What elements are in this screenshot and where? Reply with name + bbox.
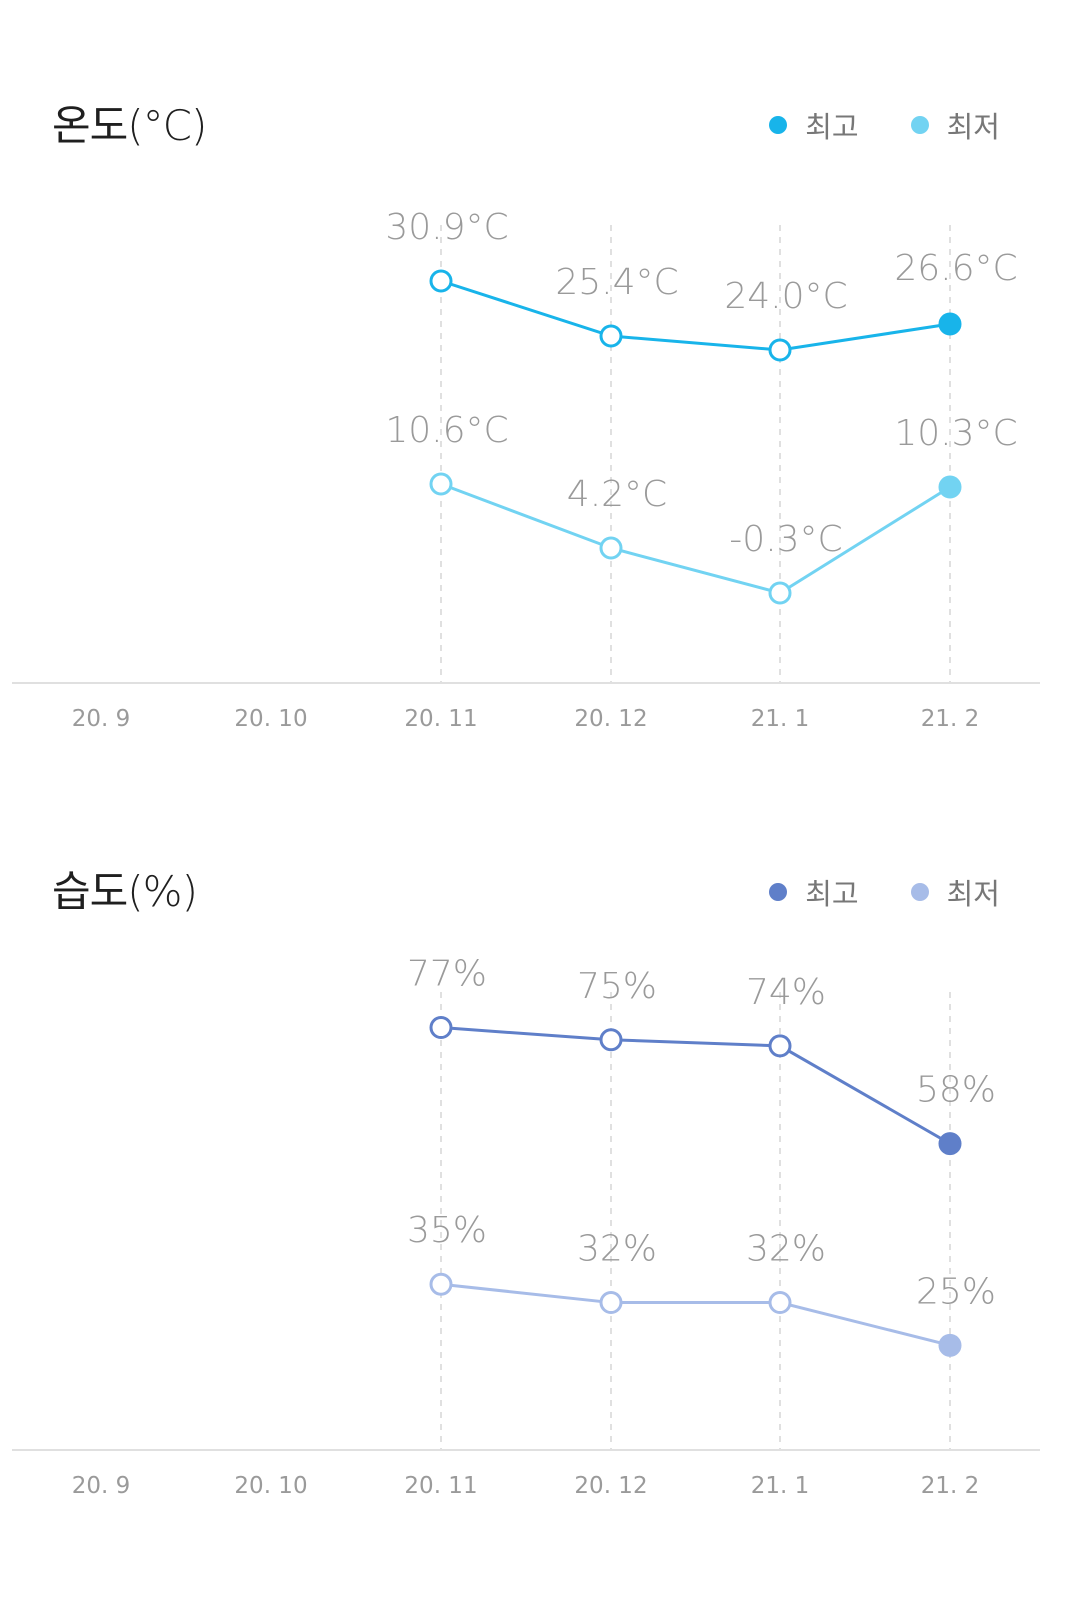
data-label: 30.9°C [385, 207, 508, 248]
data-point [429, 1016, 453, 1040]
legend-dot-icon [769, 116, 788, 134]
data-label: 74% [746, 972, 826, 1013]
x-tick-label: 20. 11 [404, 1473, 477, 1497]
x-tick-label: 20. 10 [234, 1473, 307, 1497]
data-point [429, 1272, 453, 1296]
data-point [938, 475, 962, 499]
data-point [938, 312, 962, 336]
data-point [599, 536, 623, 560]
data-label: 25% [916, 1271, 996, 1312]
data-point [599, 1028, 623, 1052]
data-point [938, 1132, 962, 1156]
data-point [599, 324, 623, 348]
data-point [429, 472, 453, 496]
data-label: 77% [407, 954, 487, 995]
data-point [768, 1291, 792, 1315]
x-tick-label: 20. 12 [574, 1473, 647, 1497]
x-tick-label: 20. 10 [234, 706, 307, 730]
x-tick-label: 21. 1 [751, 706, 810, 730]
humidity-plot: 20. 9 20. 10 20. 11 20. 12 21. 1 21. 2 77% 75% 7… [12, 954, 1040, 1497]
data-point [938, 1333, 962, 1357]
series-line [440, 1282, 951, 1347]
data-label: -0.3°C [729, 519, 842, 560]
data-label: 32% [577, 1229, 657, 1270]
data-label: 58% [916, 1070, 996, 1111]
x-tick-label: 20. 9 [72, 1473, 131, 1497]
legend-dot-icon [910, 883, 929, 901]
data-label: 32% [746, 1229, 826, 1270]
legend-label: 최고 [805, 877, 859, 911]
data-label: 75% [577, 966, 657, 1007]
data-label: 26.6°C [894, 248, 1017, 289]
legend: 최고 최저 [717, 871, 1000, 913]
data-point [768, 581, 792, 605]
data-point [768, 338, 792, 362]
legend-dot-icon [910, 116, 929, 134]
series-line [440, 482, 951, 595]
legend-label: 최저 [946, 877, 1000, 911]
x-tick-label: 21. 2 [921, 1473, 980, 1497]
data-label: 4.2°C [567, 474, 667, 515]
legend-item-max: 최고 [769, 871, 859, 913]
series-line [440, 279, 951, 352]
data-label: 10.3°C [894, 413, 1017, 454]
data-point [429, 269, 453, 293]
legend: 최고 최저 [717, 104, 1000, 146]
data-point [768, 1034, 792, 1058]
series-line [440, 1026, 951, 1145]
legend-item-min: 최저 [910, 104, 1000, 146]
x-tick-label: 20. 11 [404, 706, 477, 730]
x-tick-label: 21. 2 [921, 706, 980, 730]
chart-title: 습도(%) [52, 867, 198, 916]
legend-dot-icon [769, 883, 788, 901]
data-point [599, 1291, 623, 1315]
data-label: 35% [407, 1210, 487, 1251]
data-label: 10.6°C [385, 410, 508, 451]
legend-item-min: 최저 [910, 871, 1000, 913]
data-label: 25.4°C [555, 262, 678, 303]
temperature-plot: 20. 9 20. 10 20. 11 20. 12 21. 1 21. 2 30.9°C 2… [12, 207, 1040, 730]
legend-label: 최고 [805, 110, 859, 144]
chart-title: 온도(°C) [52, 101, 207, 150]
data-label: 24.0°C [724, 276, 847, 317]
x-tick-label: 20. 9 [72, 706, 131, 730]
x-tick-label: 21. 1 [751, 1473, 810, 1497]
x-tick-label: 20. 12 [574, 706, 647, 730]
legend-label: 최저 [946, 110, 1000, 144]
legend-item-max: 최고 [769, 104, 859, 146]
